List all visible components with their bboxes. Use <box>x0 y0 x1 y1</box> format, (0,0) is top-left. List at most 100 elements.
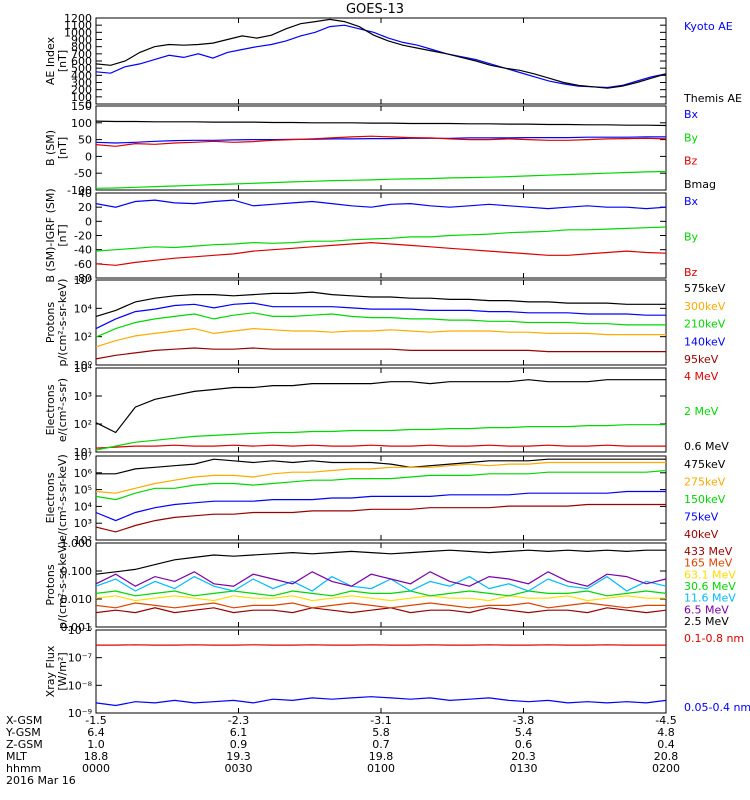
y-tick-label: 0 <box>85 215 92 228</box>
legend-entry: 2.5 MeV <box>684 615 729 628</box>
y-tick-label: 10⁴ <box>74 302 93 315</box>
x-axis-row-label: MLT <box>6 750 27 763</box>
series-line-140kev <box>95 302 666 330</box>
series-line-95kev <box>95 347 666 360</box>
legend-entry: Bz <box>684 266 698 279</box>
x-axis-value: 4.8 <box>657 726 675 739</box>
legend-entry: 11.6 MeV <box>684 592 736 605</box>
panel-electrons2: 10² 10³ 10⁴ 10⁵ 10⁶ 10⁷ Electrons e/(cm²-s-sr-k… <box>44 450 726 547</box>
legend-entry: Bz <box>684 155 698 168</box>
y-tick-label: 100 <box>71 117 92 130</box>
y-tick-label: 150 <box>71 100 92 113</box>
y-tick-label: 10⁶ <box>74 274 93 287</box>
series-line-75kev <box>95 490 666 522</box>
y-tick-label: -40 <box>74 244 92 257</box>
y-tick-label: 40 <box>78 187 92 200</box>
y-tick-label: 10⁶ <box>74 467 93 480</box>
y-tick-label: 50 <box>78 134 92 147</box>
y-tick-label: 1000 <box>64 26 92 39</box>
x-axis-row-label: X-GSM <box>6 714 42 727</box>
series-line-433-mev <box>95 607 667 614</box>
x-axis-value: 1.0 <box>87 738 105 751</box>
legend-entry: Bx <box>684 195 699 208</box>
panel-ae: 0100200300400500600700800900100011001200… <box>44 12 742 111</box>
y-tick-label: 10³ <box>74 517 92 530</box>
series-line-by <box>95 226 667 252</box>
series-line-2-mev <box>95 424 666 451</box>
series-line-40kev <box>95 503 666 533</box>
y-tick-label: 1200 <box>64 12 92 25</box>
legend-entry: 575keV <box>684 282 726 295</box>
legend-entry: 475keV <box>684 458 726 471</box>
panel-frame <box>95 629 667 714</box>
panel-frame <box>95 279 667 366</box>
series-line-by <box>95 170 667 189</box>
y-tick-label: 10⁰ <box>74 359 93 372</box>
series-line-kyoto-ae <box>95 24 667 89</box>
x-axis-value: 6.1 <box>230 726 248 739</box>
x-axis-value: 0000 <box>82 762 110 775</box>
x-axis-value: 0.4 <box>657 738 675 751</box>
legend-entry: 275keV <box>684 476 726 489</box>
legend-entry: Bmag <box>684 178 716 191</box>
x-axis-value: -3.8 <box>513 714 534 727</box>
legend-entry: Bx <box>684 108 699 121</box>
panel-stack: 0100200300400500600700800900100011001200… <box>44 12 750 720</box>
y-tick-label: 1.000 <box>61 537 93 550</box>
panel-frame <box>95 367 667 453</box>
y-axis-unit: [nT] <box>56 137 69 159</box>
y-tick-label: 10² <box>74 534 92 547</box>
y-tick-label: 10⁻⁸ <box>68 679 93 692</box>
x-axis-value: 0.6 <box>515 738 533 751</box>
y-tick-label: 10⁻⁹ <box>68 707 92 720</box>
y-tick-label: 800 <box>71 41 92 54</box>
panel-xray: 10⁻⁹ 10⁻⁸ 10⁻⁷ 10⁻⁶ Xray Flux [W/m²] 0.1-0.8 n… <box>44 624 750 720</box>
legend-entry: By <box>684 131 699 144</box>
x-axis-value: 20.3 <box>511 750 536 763</box>
y-tick-label: 0.001 <box>61 621 93 634</box>
panel-frame <box>95 105 667 191</box>
y-axis-unit: e/(cm²-s-sr-keV) <box>56 454 69 542</box>
y-axis-unit: [nT] <box>56 50 69 72</box>
legend-entry: 0.05-0.4 nm <box>684 701 750 714</box>
legend-entry: 2 MeV <box>684 405 719 418</box>
x-axis-value: 19.8 <box>369 750 394 763</box>
y-tick-label: 10⁴ <box>74 500 93 513</box>
panel-frame <box>95 17 667 105</box>
legend-entry: 165 MeV <box>684 557 733 570</box>
series-line-6.5-mev <box>95 571 667 587</box>
series-line-themis-ae <box>95 18 667 89</box>
series-line-0.6-mev <box>95 379 666 434</box>
legend-entry: 433 MeV <box>684 545 733 558</box>
series-line-63.1-mev <box>95 595 666 602</box>
legend-entry: 300keV <box>684 300 726 313</box>
y-tick-label: 1100 <box>64 19 92 32</box>
panel-protons2: 0.001 0.010 0.100 1.000 Protons p/(cm²-s-sr-k… <box>44 537 736 634</box>
series-line-bx <box>95 199 667 210</box>
y-tick-label: 10² <box>74 331 92 344</box>
legend-entry: Kyoto AE <box>684 20 733 33</box>
panel-electrons1: 10¹ 10² 10³ 10⁴ Electrons e/(cm²-s-sr) 4 MeV 2 … <box>44 362 729 459</box>
y-tick-label: 10⁻⁷ <box>68 652 92 665</box>
x-axis-value: 5.4 <box>515 726 533 739</box>
legend-entry: By <box>684 231 699 244</box>
y-axis-unit: [W/m²] <box>56 652 69 690</box>
series-line-210kev <box>95 312 666 338</box>
x-axis-row-label: Y-GSM <box>5 726 41 739</box>
y-tick-label: 600 <box>71 55 92 68</box>
y-tick-label: 0.010 <box>61 593 93 606</box>
series-line-30.6-mev <box>95 590 667 597</box>
y-tick-label: 500 <box>71 62 92 75</box>
y-axis-label: B (SM)-IGRF (SM) <box>44 188 57 282</box>
y-tick-label: 900 <box>71 34 92 47</box>
x-axis-value: 18.8 <box>84 750 109 763</box>
y-axis-label: Xray Flux <box>44 645 57 697</box>
legend-entry: 40keV <box>684 528 719 541</box>
series-line-475kev <box>96 458 666 475</box>
legend-entry: 150keV <box>684 493 726 506</box>
x-axis-value: 0030 <box>225 762 253 775</box>
series-line-150kev <box>95 469 667 501</box>
series-line-275kev <box>95 461 666 494</box>
legend-entry: 63.1 MeV <box>684 568 736 581</box>
